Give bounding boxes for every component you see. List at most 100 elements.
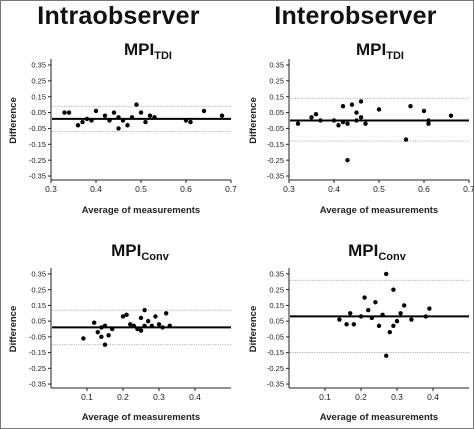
chart-1-title: MPITDI (124, 40, 172, 62)
chart-4-y-tick-label: -0.05 (267, 332, 284, 341)
chart-2-point (336, 123, 341, 128)
chart-3-point (124, 312, 129, 318)
chart-3-point (135, 326, 140, 332)
chart-3-point (92, 320, 97, 325)
chart-3-point (153, 314, 158, 319)
chart-2-point (345, 121, 350, 126)
chart-4-point (358, 314, 364, 319)
chart-2-point (358, 115, 364, 120)
chart-3-point (164, 311, 169, 316)
chart-1-point (89, 118, 94, 123)
chart-2-title: MPITDI (356, 40, 404, 62)
chart-3-point (106, 333, 111, 338)
chart-1-point (125, 123, 130, 128)
chart-4-point (402, 303, 407, 308)
chart-3-point (138, 328, 144, 333)
chart-1-y-tick-label: 0.15 (31, 92, 46, 101)
chart-4-x-tick-label: 0.2 (355, 392, 367, 402)
chart-2-point (309, 115, 314, 120)
chart-4-point (344, 322, 349, 327)
chart-3-x-tick-label: 0.3 (153, 392, 165, 402)
chart-2-x-tick-label: 0.3 (283, 184, 295, 194)
chart-3-point (149, 323, 154, 329)
chart-3-point (146, 318, 151, 324)
chart-1-x-axis-label: Average of measurements (82, 205, 200, 216)
chart-2-point (426, 121, 431, 126)
chart-1-point (188, 119, 193, 125)
chart-3-y-tick-label: 0.15 (31, 301, 46, 310)
chart-2-point (363, 121, 368, 126)
chart-1-y-tick-label: -0.25 (29, 156, 46, 165)
chart-2-point (408, 104, 413, 109)
chart-2-point (331, 118, 337, 123)
chart-3-y-tick-label: -0.15 (29, 348, 46, 357)
chart-4-y-axis-label: Difference (248, 306, 259, 352)
chart-3-point (95, 329, 101, 335)
chart-2-y-tick-label: -0.35 (267, 172, 284, 181)
chart-1-y-tick-label: -0.15 (29, 140, 46, 149)
chart-4-point (380, 312, 385, 318)
chart-4-point (384, 353, 389, 358)
chart-1-point (152, 115, 157, 120)
chart-3-y-tick-label: -0.25 (29, 364, 46, 373)
chart-1-point (147, 113, 153, 118)
chart-3-y-tick-label: -0.35 (29, 380, 46, 389)
chart-4-y-tick-label: 0.25 (269, 285, 284, 294)
chart-4-y-tick-label: 0.05 (269, 317, 284, 326)
chart-2-y-tick-label: 0.15 (269, 92, 284, 101)
chart-3-point (81, 336, 86, 341)
chart-3-point (131, 323, 136, 329)
chart-4-point (387, 329, 392, 335)
chart-2-x-tick-label: 0.7 (463, 184, 474, 194)
chart-1-point (129, 115, 135, 120)
chart-3-x-tick-label: 0.1 (81, 392, 93, 402)
chart-3-point (110, 326, 115, 332)
chart-4-point (366, 307, 371, 313)
chart-1-point (143, 119, 148, 125)
chart-4-y-tick-label: -0.35 (267, 380, 284, 389)
chart-1-point (183, 118, 189, 123)
chart-1-point (201, 108, 207, 114)
chart-2-point (426, 118, 431, 123)
chart-3-y-tick-label: 0.05 (31, 317, 46, 326)
chart-4-x-tick-label: 0.1 (319, 392, 331, 402)
chart-4-point (348, 311, 353, 316)
chart-4-point (362, 295, 367, 300)
chart-4-x-tick-label: 0.3 (391, 392, 403, 402)
chart-2-point (354, 110, 359, 115)
chart-3-x-axis-label: Average of measurements (82, 412, 200, 423)
chart-3-point (142, 307, 147, 313)
chart-1-point (219, 113, 225, 118)
chart-3-point (102, 342, 108, 347)
chart-4-point (394, 318, 400, 324)
chart-1-point (80, 119, 85, 125)
chart-2-y-tick-label: -0.05 (267, 124, 284, 133)
chart-3-point (120, 314, 126, 319)
chart-3-point (99, 325, 104, 330)
chart-4-point (369, 315, 374, 321)
chart-2-point (295, 121, 301, 126)
chart-1-y-axis-label: Difference (8, 97, 19, 143)
chart-1-point (107, 118, 112, 123)
chart-1-point (84, 116, 90, 122)
chart-3-x-tick-label: 0.4 (189, 392, 201, 402)
chart-4-point (427, 306, 432, 311)
intraobserver-heading: Intraobserver (37, 2, 200, 30)
chart-2-x-tick-label: 0.6 (418, 184, 430, 194)
chart-3-title: MPIConv (111, 241, 170, 263)
chart-1-x-tick-label: 0.5 (135, 184, 147, 194)
chart-3-point (167, 323, 172, 329)
chart-2-y-tick-label: 0.25 (269, 76, 284, 85)
chart-3-y-tick-label: -0.05 (29, 332, 46, 341)
chart-4-point (373, 300, 378, 305)
chart-1-x-tick-label: 0.7 (225, 184, 237, 194)
chart-4-y-tick-label: 0.15 (269, 301, 284, 310)
chart-2-point (354, 118, 359, 123)
chart-2-point (313, 111, 319, 117)
chart-1-point (134, 102, 139, 107)
chart-3-point (102, 323, 108, 329)
chart-2-point (345, 157, 350, 163)
chart-1-y-tick-label: -0.35 (29, 172, 46, 181)
chart-1-x-tick-label: 0.6 (180, 184, 192, 194)
chart-2-y-axis-label: Difference (248, 97, 259, 143)
